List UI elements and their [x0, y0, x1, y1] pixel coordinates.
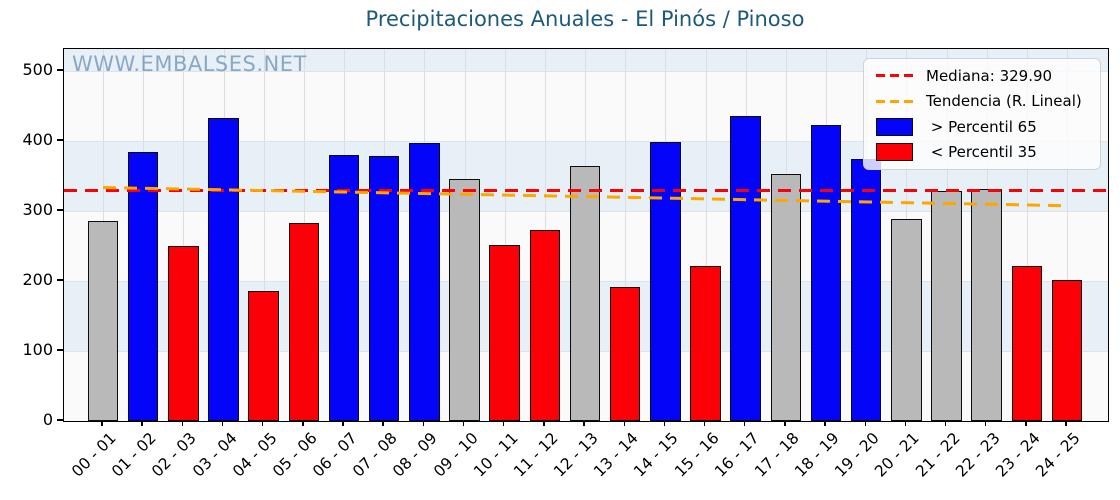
y-tick-label: 200 [22, 270, 53, 289]
y-tick-label: 100 [22, 340, 53, 359]
x-tick-mark [1025, 421, 1027, 427]
bar-11-12 [529, 229, 561, 421]
y-tick-mark [57, 419, 63, 421]
bar-10-11 [489, 244, 520, 421]
legend-item-2: > Percentil 65 [872, 117, 1092, 136]
bar-24-25 [1051, 279, 1083, 421]
bar-15-16 [690, 266, 721, 421]
bar-17-18 [770, 173, 802, 421]
x-tick-mark [864, 421, 866, 427]
legend: Mediana: 329.90 Tendencia (R. Lineal) > P… [863, 58, 1101, 170]
bar-06-07 [328, 155, 360, 421]
x-tick-mark [784, 421, 786, 427]
bar-02-03 [168, 246, 199, 421]
x-tick-mark [101, 421, 103, 427]
x-tick-mark [261, 421, 264, 427]
bar-16-17 [730, 115, 761, 421]
bar-13-14 [609, 287, 641, 421]
x-tick-mark [503, 421, 505, 427]
bar-12-13 [569, 165, 601, 421]
y-tick-label: 300 [22, 200, 53, 219]
watermark: WWW.EMBALSES.NET [72, 52, 307, 76]
median-line [64, 188, 1108, 192]
legend-item-3: < Percentil 35 [872, 143, 1092, 162]
bar-09-10 [449, 178, 480, 421]
x-tick-mark [181, 421, 184, 427]
plot-area: WWW.EMBALSES.NET Mediana: 329.90 Tendenci… [63, 48, 1109, 422]
x-tick-mark [221, 421, 224, 427]
legend-color-patch [876, 117, 913, 136]
x-tick-mark [824, 421, 826, 427]
bar-19-20 [850, 158, 882, 421]
x-tick-mark [342, 421, 344, 427]
x-tick-mark [422, 421, 425, 427]
y-tick-mark [57, 279, 63, 281]
bar-18-19 [810, 124, 842, 421]
legend-label: < Percentil 35 [926, 143, 1037, 162]
x-tick-mark [141, 421, 143, 427]
legend-item-0: Mediana: 329.90 [872, 67, 1092, 85]
x-tick-mark [583, 421, 585, 427]
bar-14-15 [650, 141, 681, 421]
legend-dashed-line-sample [876, 74, 913, 78]
x-tick-mark [623, 421, 625, 427]
vertical-gridline [1026, 49, 1028, 421]
y-tick-mark [57, 209, 63, 211]
legend-item-1: Tendencia (R. Lineal) [872, 92, 1092, 110]
y-tick-label: 400 [22, 130, 53, 149]
legend-label: > Percentil 65 [926, 117, 1037, 136]
legend-color-patch [876, 143, 913, 162]
bar-03-04 [208, 117, 239, 421]
horizontal-gridline [64, 141, 1108, 142]
x-tick-mark [985, 421, 987, 427]
legend-dashed-line-sample [876, 99, 913, 103]
bar-08-09 [409, 143, 440, 421]
bar-01-02 [127, 151, 159, 421]
x-tick-mark [744, 421, 746, 427]
x-tick-mark [1065, 421, 1067, 427]
x-tick-mark [703, 421, 706, 427]
bar-22-23 [971, 189, 1002, 421]
vertical-gridline [1067, 49, 1069, 421]
horizontal-gridline [64, 71, 1108, 72]
bar-05-06 [288, 222, 320, 421]
x-tick-mark [302, 421, 304, 427]
vertical-gridline [263, 49, 265, 421]
bar-00-01 [87, 220, 119, 421]
x-tick-mark [543, 421, 545, 427]
x-tick-mark [382, 421, 384, 427]
bar-07-08 [368, 156, 400, 421]
y-tick-mark [57, 139, 63, 141]
legend-label: Mediana: 329.90 [926, 66, 1053, 85]
x-tick-mark [944, 421, 947, 427]
bar-21-22 [931, 190, 962, 421]
vertical-gridline [183, 49, 185, 421]
y-tick-mark [57, 349, 63, 351]
bar-20-21 [891, 218, 922, 421]
x-tick-mark [904, 421, 907, 427]
legend-label: Tendencia (R. Lineal) [926, 92, 1082, 111]
y-tick-label: 0 [42, 410, 53, 429]
chart-title: Precipitaciones Anuales - El Pinós / Pin… [365, 7, 805, 31]
bar-23-24 [1011, 266, 1043, 421]
x-tick-mark [663, 421, 666, 427]
y-tick-label: 500 [22, 60, 53, 79]
vertical-gridline [504, 49, 506, 421]
vertical-gridline [705, 49, 707, 421]
bar-04-05 [248, 290, 279, 421]
y-tick-mark [57, 69, 63, 71]
x-tick-mark [462, 421, 465, 427]
vertical-gridline [625, 49, 627, 421]
